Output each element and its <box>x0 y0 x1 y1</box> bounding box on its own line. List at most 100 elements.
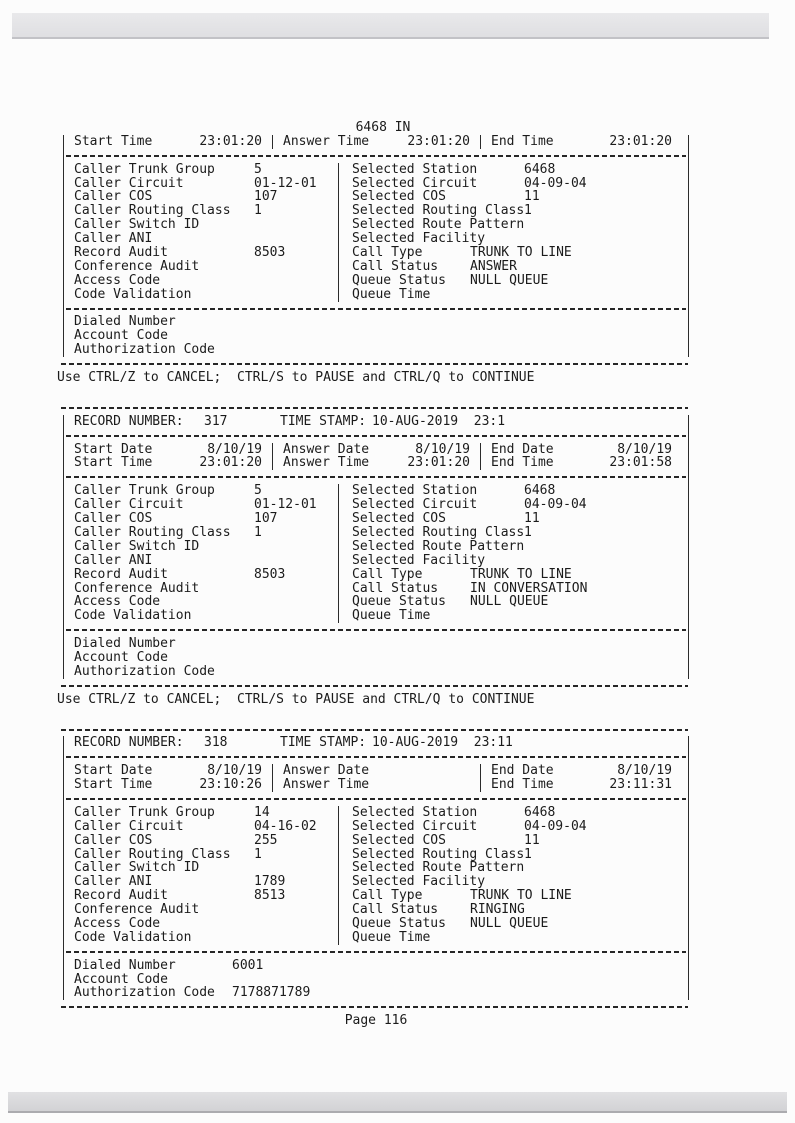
field-row: Caller Trunk Group 14 Selected Station 6… <box>64 805 688 820</box>
field-value <box>232 973 688 987</box>
terminal-printout: 6468 IN Start Time 23:01:20 Answer Time … <box>57 121 689 1028</box>
time-stamp-label: TIME STAMP: <box>280 736 367 751</box>
dashed-separator <box>59 679 690 693</box>
field-row: Access Code Queue Status NULL QUEUE <box>64 273 688 288</box>
field-label: Access Code <box>74 273 161 288</box>
field-value: 6001 <box>232 958 264 973</box>
end-date-label: End Date <box>491 764 554 779</box>
field-label: Caller Switch ID <box>74 539 200 554</box>
field-value: 04-09-04 <box>524 176 587 191</box>
field-value <box>254 540 338 554</box>
field-right: Selected Circuit 04-09-04 <box>338 819 688 834</box>
answer-column: Answer Date 8/10/19 Answer Time 23:01:20 <box>272 442 480 471</box>
answer-date-row: Answer Date 8/10/19 <box>273 443 480 457</box>
answer-column: Answer Time 23:01:20 <box>272 134 480 149</box>
end-date-row: End Date 8/10/19 <box>481 443 688 457</box>
field-right: Selected COS 11 <box>338 190 688 205</box>
field-label: Caller Routing Class <box>74 525 231 540</box>
field-right: Selected COS 11 <box>338 512 688 526</box>
field-label: Code Validation <box>74 930 192 945</box>
answer-time-row: Answer Time <box>273 778 480 792</box>
field-value: RINGING <box>470 903 525 917</box>
answer-column: Answer Date Answer Time <box>272 764 480 792</box>
record-header-row: RECORD NUMBER: 317 TIME STAMP: 10-AUG-20… <box>64 415 688 429</box>
field-right: Selected Routing Class 1 <box>338 204 688 219</box>
field-right: Queue Time <box>338 609 688 624</box>
field-value: 107 <box>254 512 278 526</box>
field-label: Caller Circuit <box>74 498 184 513</box>
field-value <box>524 875 688 889</box>
field-row: Caller COS 107 Selected COS 11 <box>64 190 688 205</box>
field-value: 01-12-01 <box>254 498 317 513</box>
field-label: Caller Circuit <box>74 819 184 834</box>
answer-time-label: Answer Time <box>283 778 370 792</box>
field-value: TRUNK TO LINE <box>470 246 572 260</box>
field-right: Selected Routing Class 1 <box>338 525 688 540</box>
field-right: Call Type TRUNK TO LINE <box>338 567 688 582</box>
field-label: Caller ANI <box>74 232 153 247</box>
field-value <box>232 315 688 329</box>
keyboard-prompt: Use CTRL/Z to CANCEL; CTRL/S to PAUSE an… <box>57 691 535 707</box>
field-value <box>254 288 338 302</box>
field-row: Caller Switch ID Selected Route Pattern <box>64 861 688 876</box>
field-label: Call Status <box>352 259 439 274</box>
field-label: Selected Route Pattern <box>352 218 525 233</box>
field-row: Caller Circuit 01-12-01 Selected Circuit… <box>64 176 688 191</box>
start-date-row: Start Date 8/10/19 <box>64 764 272 778</box>
field-label: Call Status <box>352 903 439 917</box>
field-label: Queue Status <box>352 273 446 288</box>
field-row: Account Code <box>64 973 688 987</box>
field-value: 8513 <box>254 889 286 904</box>
field-row: Authorization Code <box>64 343 688 357</box>
field-row: Caller COS 255 Selected COS 11 <box>64 833 688 848</box>
record-box-317: RECORD NUMBER: 317 TIME STAMP: 10-AUG-20… <box>63 414 689 679</box>
end-time-label: End Time <box>491 134 554 149</box>
field-label: Conference Audit <box>74 259 200 274</box>
field-row: Conference Audit Call Status IN CONVERSA… <box>64 581 688 596</box>
answer-time-row: Answer Time 23:01:20 <box>273 135 480 149</box>
field-value: NULL QUEUE <box>470 273 549 288</box>
field-row: Caller Switch ID Selected Route Pattern <box>64 218 688 233</box>
start-time-row: Start Time 23:10:26 <box>64 778 272 792</box>
field-label: Queue Status <box>352 595 446 610</box>
field-row: Code Validation Queue Time <box>64 287 688 302</box>
time-header-row: Start Time 23:01:20 Answer Time 23:01:20… <box>64 134 688 149</box>
dashed-separator <box>59 1000 690 1014</box>
field-value <box>254 582 338 596</box>
field-value <box>254 931 338 945</box>
field-right: Selected Facility <box>338 553 688 568</box>
start-time-value: 23:01:20 <box>199 456 262 471</box>
field-value <box>524 218 688 232</box>
field-row: Code Validation Queue Time <box>64 609 688 624</box>
field-label: Queue Time <box>352 930 431 945</box>
answer-time-label: Answer Time <box>283 456 370 471</box>
field-row: Dialed Number <box>64 637 688 651</box>
field-value <box>254 218 338 232</box>
field-value: 107 <box>254 190 278 205</box>
field-right: Selected Station 6468 <box>338 805 688 820</box>
field-value <box>524 232 688 246</box>
record-box-318: RECORD NUMBER: 318 TIME STAMP: 10-AUG-20… <box>63 736 689 1001</box>
field-right: Selected COS 11 <box>338 833 688 848</box>
field-value: 6468 <box>524 805 556 820</box>
field-value: 1 <box>524 847 532 862</box>
field-value <box>254 554 338 568</box>
dashed-separator <box>64 302 688 316</box>
field-label: Call Type <box>352 567 423 582</box>
field-right: Queue Time <box>338 930 688 945</box>
answer-time-value: 23:01:20 <box>407 134 470 149</box>
field-label: Caller ANI <box>74 553 153 568</box>
field-right: Queue Status NULL QUEUE <box>338 595 688 610</box>
field-right: Call Type TRUNK TO LINE <box>338 246 688 260</box>
field-value: 04-09-04 <box>524 819 587 834</box>
end-time-value: 23:01:58 <box>609 456 672 471</box>
answer-date-row: Answer Date <box>273 764 480 778</box>
field-value: 6468 <box>524 484 556 499</box>
field-label: Selected COS <box>352 833 446 848</box>
field-label: Code Validation <box>74 609 192 624</box>
field-value: 04-09-04 <box>524 498 587 513</box>
field-value: 11 <box>524 512 540 526</box>
field-row: Record Audit 8503 Call Type TRUNK TO LIN… <box>64 567 688 582</box>
end-date-row: End Date 8/10/19 <box>481 764 688 778</box>
spacer <box>63 707 689 723</box>
